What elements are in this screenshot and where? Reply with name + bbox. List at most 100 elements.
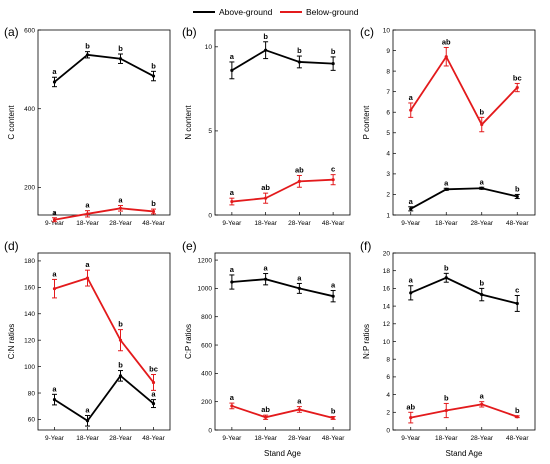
x-tick-label: 18-Year — [435, 435, 458, 442]
data-point — [264, 277, 268, 281]
significance-label: a — [409, 197, 414, 206]
series: a a b a — [52, 361, 156, 427]
series-line — [53, 53, 154, 83]
panel-label: (b) — [182, 25, 197, 39]
x-tick-label: 9-Year — [222, 435, 242, 442]
y-tick-label: 0 — [208, 427, 212, 434]
x-tick-label: 28-Year — [109, 435, 132, 442]
significance-label: a — [409, 276, 414, 285]
data-point — [480, 292, 484, 297]
y-tick-label: 600 — [201, 342, 212, 349]
significance-label: b — [515, 184, 520, 193]
series-line — [54, 374, 155, 422]
y-tick-label: 8 — [386, 68, 390, 75]
data-point — [409, 291, 413, 295]
data-point — [264, 415, 268, 419]
x-tick-label: 48-Year — [142, 220, 165, 227]
x-tick-label: 28-Year — [470, 435, 493, 442]
data-point — [230, 404, 234, 408]
significance-label: b — [297, 46, 302, 55]
series-line — [54, 207, 154, 221]
chart-panel: (f) 0 2 4 6 8 10 12 14 16 18 20 9-Year 18-Year 28-Year… — [360, 239, 536, 458]
y-tick-label: 200 — [201, 399, 212, 406]
data-point — [52, 218, 57, 222]
data-point — [118, 57, 123, 61]
y-tick-label: 6 — [386, 374, 390, 381]
significance-label: b — [118, 44, 123, 53]
x-tick-label: 18-Year — [76, 220, 99, 227]
panel-label: (f) — [360, 239, 371, 253]
data-point — [85, 212, 90, 216]
data-point — [85, 276, 90, 280]
y-tick-label: 120 — [24, 337, 35, 344]
y-axis-label: C:N ratios — [7, 324, 16, 360]
significance-label: b — [85, 42, 90, 51]
y-tick-label: 160 — [24, 285, 35, 292]
significance-label: b — [444, 263, 449, 272]
y-tick-label: 4 — [386, 392, 390, 399]
data-point — [297, 60, 301, 64]
y-tick-label: 14 — [383, 303, 391, 310]
significance-label: a — [230, 265, 235, 274]
y-tick-label: 400 — [201, 371, 212, 378]
significance-label: bc — [149, 365, 158, 374]
significance-label: b — [331, 407, 336, 416]
data-point — [515, 85, 519, 90]
panel-label: (e) — [182, 239, 197, 253]
data-point — [151, 74, 156, 78]
significance-label: b — [331, 47, 336, 56]
significance-label: a — [52, 269, 57, 278]
y-tick-label: 4 — [386, 151, 390, 158]
y-tick-label: 3 — [386, 171, 390, 178]
x-tick-label: 48-Year — [322, 435, 345, 442]
significance-label: a — [331, 281, 336, 290]
data-point — [444, 187, 448, 191]
x-tick-label: 28-Year — [470, 220, 493, 227]
significance-label: a — [409, 93, 414, 102]
series-line — [231, 278, 334, 298]
x-tick-label: 18-Year — [254, 220, 277, 227]
data-point — [515, 301, 519, 306]
significance-label: a — [52, 208, 57, 217]
y-axis-label: N:P ratios — [362, 324, 371, 359]
significance-label: a — [85, 260, 90, 269]
x-tick-label: 28-Year — [288, 435, 311, 442]
data-point — [444, 408, 448, 413]
series: abb ab — [406, 392, 520, 424]
y-tick-label: 0 — [208, 212, 212, 219]
data-point — [85, 419, 90, 423]
x-tick-label: 48-Year — [506, 435, 529, 442]
series-line — [231, 178, 334, 203]
y-tick-label: 7 — [386, 89, 390, 96]
plot-frame — [214, 29, 351, 216]
y-tick-label: 10 — [205, 44, 213, 51]
series-line — [231, 405, 334, 419]
significance-label: a — [264, 264, 269, 273]
chart-panel: (d) 60 80 100 120 140 160 180 9-Year 18-Year 28-Ye… — [4, 239, 171, 442]
series-line — [231, 49, 334, 72]
chart-panel: (b) 0 5 10 9-Year 18-Year 28-Year 48-Year N cont… — [182, 25, 351, 227]
significance-label: a — [297, 397, 302, 406]
panel-label: (c) — [360, 25, 374, 39]
chart-panel: (e) 0 200 400 600 800 1000 1200 9-Year 18-Year 28-… — [182, 239, 351, 458]
plot-frame — [37, 29, 171, 216]
series-line — [410, 403, 518, 419]
y-tick-label: 12 — [383, 321, 391, 328]
data-point — [480, 186, 484, 190]
data-point — [444, 276, 448, 280]
significance-label: a — [297, 273, 302, 282]
y-tick-label: 60 — [28, 417, 36, 424]
significance-label: a — [118, 196, 123, 205]
series: a ab b bc — [408, 37, 522, 133]
y-tick-label: 800 — [201, 314, 212, 321]
x-tick-label: 48-Year — [322, 220, 345, 227]
y-tick-label: 80 — [28, 390, 36, 397]
y-tick-label: 5 — [386, 130, 390, 137]
series: a b b b — [52, 42, 156, 88]
series: a a a a — [229, 264, 336, 303]
plot-frame — [392, 29, 536, 216]
data-point — [331, 178, 335, 182]
